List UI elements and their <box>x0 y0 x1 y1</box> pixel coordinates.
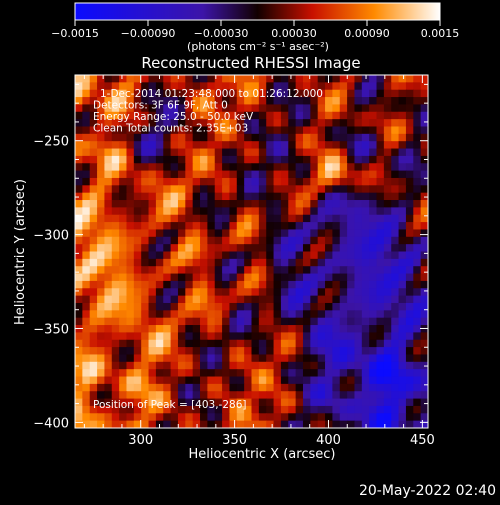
x-axis: 300 350 400 450 <box>83 75 435 448</box>
x-axis-label: Heliocentric X (arcsec) <box>189 447 336 462</box>
x-tick-label: 450 <box>410 433 435 448</box>
colorbar-ticks: −0.0015 −0.00090 −0.00030 0.00030 0.00090 0.0… <box>51 20 459 40</box>
annotation-line: Energy Range: 25.0 - 50.0 keV <box>93 111 254 123</box>
x-tick-label: 300 <box>128 433 153 448</box>
colorbar-gradient <box>74 2 441 21</box>
plot-frame <box>74 74 429 429</box>
colorbar-tick-label: −0.00090 <box>121 27 176 40</box>
colorbar-tick-label: −0.00030 <box>194 27 249 40</box>
y-tick-label: −350 <box>33 322 69 337</box>
colorbar-tick-label: 0.0015 <box>421 27 460 40</box>
y-tick-label: −250 <box>33 135 69 150</box>
chart-title: Reconstructed RHESSI Image <box>141 54 360 72</box>
y-tick-label: −300 <box>33 229 69 244</box>
annotation-line: Clean Total counts: 2.35E+03 <box>93 123 248 135</box>
annotation-block: 1-Dec-2014 01:23:48.000 to 01:26:12.000D… <box>93 88 323 135</box>
y-axis-label: Heliocentric Y (arcsec) <box>13 179 28 325</box>
colorbar: −0.0015 −0.00090 −0.00030 0.00030 0.00090 0.0… <box>51 2 459 53</box>
x-tick-label: 350 <box>222 433 247 448</box>
footer-timestamp: 20-May-2022 02:40 <box>359 483 496 499</box>
colorbar-unit-label: (photons cm⁻² s⁻¹ asec⁻²) <box>187 40 329 53</box>
annotation-line: 1-Dec-2014 01:23:48.000 to 01:26:12.000 <box>100 88 323 100</box>
colorbar-tick-label: 0.00030 <box>271 27 317 40</box>
y-axis: −250 −300 −350 −400 <box>33 83 428 431</box>
y-tick-label: −400 <box>33 416 69 431</box>
colorbar-tick-label: 0.00090 <box>344 27 390 40</box>
colorbar-tick-label: −0.0015 <box>51 27 99 40</box>
annotation-line: Detectors: 3F 6F 9F, Att 0 <box>93 100 228 112</box>
peak-position-label: Position of Peak = [403,-286] <box>93 399 247 411</box>
x-tick-label: 400 <box>316 433 341 448</box>
heatmap-image <box>75 75 428 428</box>
